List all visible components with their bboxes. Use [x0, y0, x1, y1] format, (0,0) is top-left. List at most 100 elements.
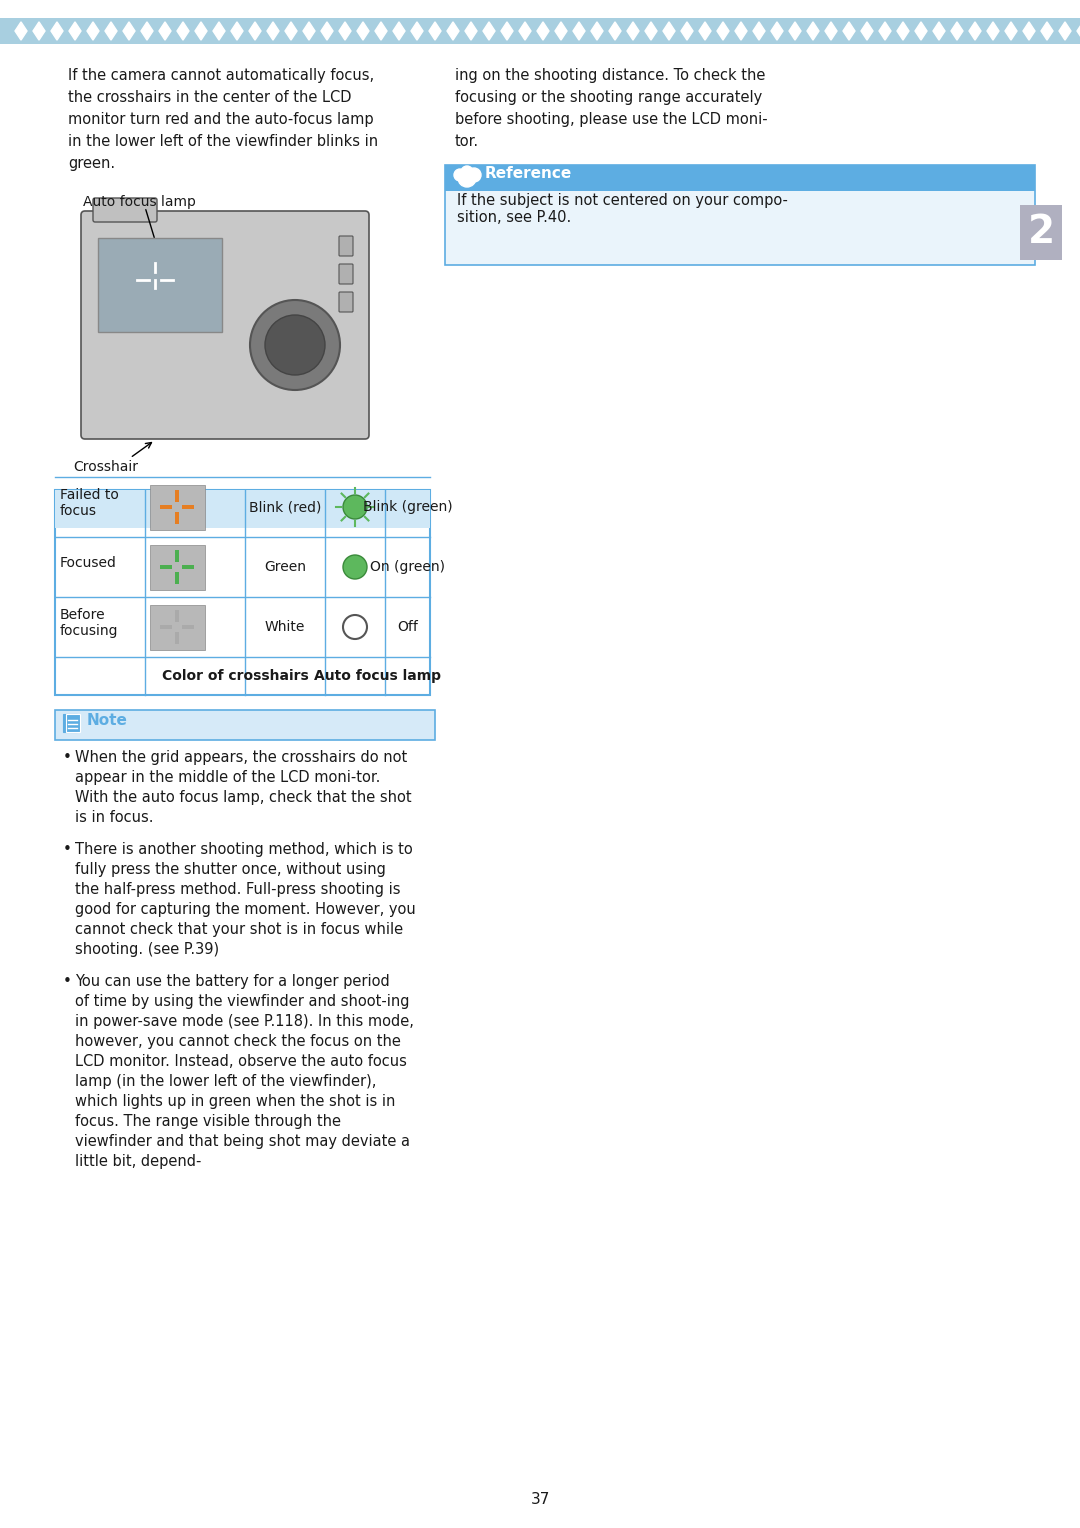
Polygon shape	[915, 21, 927, 40]
Text: Green: Green	[264, 559, 306, 575]
Text: There is another shooting method, which is to: There is another shooting method, which …	[75, 842, 413, 857]
Text: White: White	[265, 620, 306, 634]
FancyBboxPatch shape	[445, 165, 1035, 191]
Text: Blink (red): Blink (red)	[248, 500, 321, 513]
Polygon shape	[897, 21, 909, 40]
Polygon shape	[843, 21, 855, 40]
Polygon shape	[267, 21, 279, 40]
Polygon shape	[933, 21, 945, 40]
Text: Auto focus lamp: Auto focus lamp	[314, 669, 441, 683]
Circle shape	[249, 299, 340, 390]
Text: tor.: tor.	[455, 134, 480, 150]
Polygon shape	[231, 21, 243, 40]
Polygon shape	[951, 21, 963, 40]
Text: Auto focus lamp: Auto focus lamp	[83, 196, 195, 209]
Polygon shape	[303, 21, 315, 40]
FancyBboxPatch shape	[160, 565, 172, 568]
Polygon shape	[1023, 21, 1035, 40]
Text: little bit, depend-: little bit, depend-	[75, 1154, 201, 1169]
Text: the half-press method. Full-press shooting is: the half-press method. Full-press shooti…	[75, 882, 401, 897]
FancyBboxPatch shape	[339, 292, 353, 312]
Polygon shape	[537, 21, 549, 40]
Polygon shape	[321, 21, 333, 40]
Polygon shape	[789, 21, 801, 40]
Text: monitor turn red and the auto-focus lamp: monitor turn red and the auto-focus lamp	[68, 112, 374, 127]
Text: of time by using the viewfinder and shoot-ing: of time by using the viewfinder and shoo…	[75, 995, 409, 1008]
Polygon shape	[771, 21, 783, 40]
Text: When the grid appears, the crosshairs do not: When the grid appears, the crosshairs do…	[75, 750, 407, 766]
Polygon shape	[483, 21, 495, 40]
Polygon shape	[51, 21, 63, 40]
Polygon shape	[825, 21, 837, 40]
FancyBboxPatch shape	[81, 211, 369, 439]
FancyBboxPatch shape	[55, 490, 430, 695]
Polygon shape	[141, 21, 153, 40]
FancyBboxPatch shape	[175, 512, 179, 524]
Text: 37: 37	[530, 1493, 550, 1508]
Polygon shape	[969, 21, 981, 40]
Text: •: •	[63, 973, 72, 989]
Text: With the auto focus lamp, check that the shot: With the auto focus lamp, check that the…	[75, 790, 411, 805]
Text: in the lower left of the viewfinder blinks in: in the lower left of the viewfinder blin…	[68, 134, 378, 150]
Polygon shape	[753, 21, 765, 40]
Polygon shape	[195, 21, 207, 40]
Polygon shape	[375, 21, 387, 40]
FancyBboxPatch shape	[183, 565, 194, 568]
Text: viewfinder and that being shot may deviate a: viewfinder and that being shot may devia…	[75, 1134, 410, 1149]
Text: Crosshair: Crosshair	[73, 460, 138, 474]
FancyBboxPatch shape	[55, 490, 430, 529]
Polygon shape	[609, 21, 621, 40]
Circle shape	[467, 168, 481, 182]
Text: Note: Note	[87, 712, 127, 727]
Polygon shape	[159, 21, 171, 40]
Polygon shape	[393, 21, 405, 40]
Polygon shape	[645, 21, 657, 40]
Text: fully press the shutter once, without using: fully press the shutter once, without us…	[75, 862, 386, 877]
Text: is in focus.: is in focus.	[75, 810, 153, 825]
FancyBboxPatch shape	[0, 18, 1080, 44]
Circle shape	[454, 170, 465, 180]
Polygon shape	[555, 21, 567, 40]
FancyBboxPatch shape	[63, 714, 77, 732]
Text: green.: green.	[68, 156, 116, 171]
Circle shape	[343, 495, 367, 520]
Text: •: •	[63, 842, 72, 857]
Polygon shape	[663, 21, 675, 40]
Polygon shape	[411, 21, 423, 40]
Polygon shape	[1077, 21, 1080, 40]
Text: Before
focusing: Before focusing	[60, 608, 119, 639]
FancyBboxPatch shape	[98, 238, 222, 332]
Text: Blink (green): Blink (green)	[363, 500, 453, 513]
Text: You can use the battery for a longer period: You can use the battery for a longer per…	[75, 973, 390, 989]
Polygon shape	[105, 21, 117, 40]
Polygon shape	[15, 21, 27, 40]
Polygon shape	[573, 21, 585, 40]
Polygon shape	[1059, 21, 1071, 40]
FancyBboxPatch shape	[175, 550, 179, 562]
Polygon shape	[87, 21, 99, 40]
Polygon shape	[339, 21, 351, 40]
Polygon shape	[1005, 21, 1017, 40]
FancyBboxPatch shape	[339, 235, 353, 257]
Text: Reference: Reference	[485, 165, 572, 180]
Polygon shape	[879, 21, 891, 40]
Polygon shape	[177, 21, 189, 40]
FancyBboxPatch shape	[1020, 205, 1062, 260]
Text: which lights up in green when the shot is in: which lights up in green when the shot i…	[75, 1094, 395, 1109]
Text: appear in the middle of the LCD moni-tor.: appear in the middle of the LCD moni-tor…	[75, 770, 380, 785]
Text: cannot check that your shot is in focus while: cannot check that your shot is in focus …	[75, 921, 403, 937]
Polygon shape	[717, 21, 729, 40]
Text: 2: 2	[1027, 212, 1054, 251]
Circle shape	[265, 315, 325, 374]
FancyBboxPatch shape	[150, 484, 205, 530]
Text: focusing or the shooting range accurately: focusing or the shooting range accuratel…	[455, 90, 762, 105]
Text: shooting. (see P.39): shooting. (see P.39)	[75, 941, 219, 957]
Polygon shape	[519, 21, 531, 40]
Polygon shape	[465, 21, 477, 40]
FancyBboxPatch shape	[175, 490, 179, 503]
FancyBboxPatch shape	[160, 625, 172, 630]
Polygon shape	[213, 21, 225, 40]
FancyBboxPatch shape	[175, 633, 179, 643]
Polygon shape	[33, 21, 45, 40]
FancyBboxPatch shape	[150, 605, 205, 649]
